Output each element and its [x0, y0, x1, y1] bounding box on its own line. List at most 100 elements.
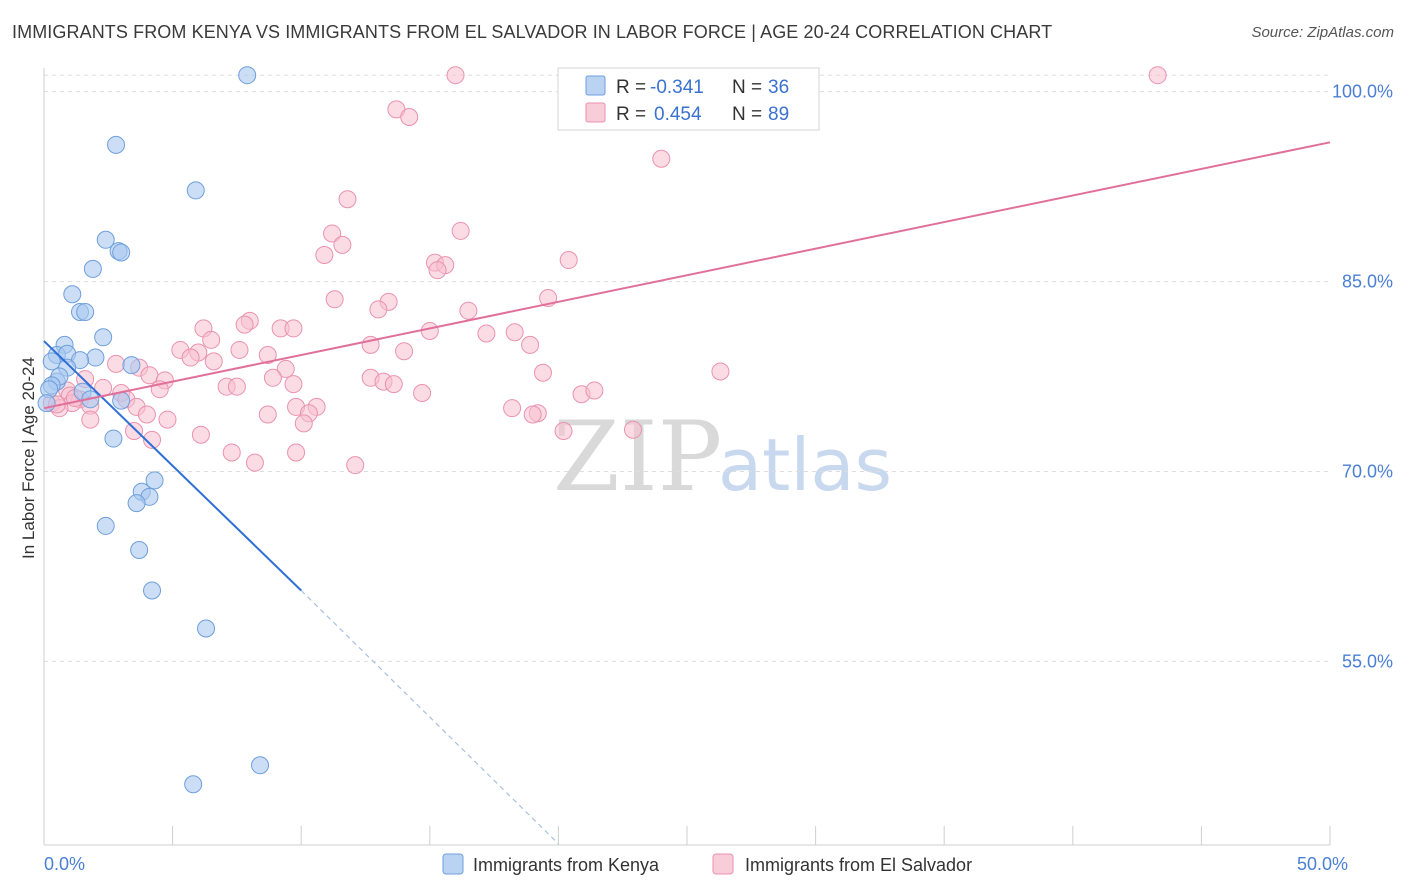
y-tick-label: 70.0% — [1342, 461, 1393, 481]
kenya-point — [112, 243, 131, 262]
salvador-point — [652, 149, 671, 168]
kenya-point — [83, 259, 102, 278]
kenya-point — [37, 394, 56, 413]
series-legend: Immigrants from Kenya Immigrants from El… — [442, 853, 972, 875]
salvador-point — [284, 375, 303, 394]
salvador-point — [158, 410, 177, 429]
legend-n-value-kenya: 36 — [768, 77, 789, 98]
salvador-point — [258, 405, 277, 424]
kenya-point — [127, 494, 146, 513]
salvador-point — [711, 362, 730, 381]
stats-legend: R = -0.341 N = 36 R = 0.454 N = 89 — [557, 67, 820, 131]
salvador-point — [202, 330, 221, 349]
salvador-point — [523, 405, 542, 424]
legend-n-label-salvador: N = — [732, 104, 762, 125]
salvador-point — [554, 421, 573, 440]
kenya-point — [86, 348, 105, 367]
salvador-trend-line — [43, 141, 1331, 410]
kenya-point — [122, 356, 141, 375]
kenya-point — [63, 285, 82, 304]
salvador-point — [333, 235, 352, 254]
legend-swatch-kenya — [585, 75, 606, 96]
salvador-point — [325, 290, 344, 309]
salvador-point — [107, 354, 126, 373]
salvador-point — [585, 381, 604, 400]
salvador-point — [315, 245, 334, 264]
kenya-point — [130, 540, 149, 559]
y-axis-label: In Labor Force | Age 20-24 — [19, 357, 38, 559]
chart-title: IMMIGRANTS FROM KENYA VS IMMIGRANTS FROM… — [12, 22, 1053, 42]
salvador-points — [42, 66, 1167, 475]
salvador-point — [477, 324, 496, 343]
salvador-point — [521, 335, 540, 354]
salvador-point — [346, 456, 365, 475]
salvador-point — [1148, 66, 1167, 85]
salvador-point — [204, 352, 223, 371]
y-tick-label: 100.0% — [1332, 82, 1393, 102]
kenya-point — [184, 775, 203, 794]
salvador-point — [125, 421, 144, 440]
kenya-point — [197, 619, 216, 638]
salvador-point — [235, 315, 254, 334]
salvador-point — [140, 366, 159, 385]
salvador-point — [230, 340, 249, 359]
kenya-point — [145, 471, 164, 490]
salvador-point — [420, 321, 439, 340]
salvador-point — [284, 319, 303, 338]
salvador-point — [181, 348, 200, 367]
salvador-point — [276, 359, 295, 378]
source-credit: Source: ZipAtlas.com — [1251, 24, 1394, 41]
y-tick-labels: 100.0% 85.0% 70.0% 55.0% — [1332, 82, 1393, 672]
legend-r-label-salvador: R = — [616, 104, 646, 125]
kenya-point — [96, 516, 115, 535]
salvador-point — [533, 363, 552, 382]
legend-r-value-kenya: -0.341 — [650, 77, 704, 98]
salvador-point — [446, 66, 465, 85]
salvador-point — [428, 261, 447, 280]
salvador-point — [369, 300, 388, 319]
x-tick-label: 0.0% — [44, 854, 85, 874]
kenya-point — [96, 230, 115, 249]
salvador-point — [323, 224, 342, 243]
salvador-point — [263, 368, 282, 387]
kenya-point — [104, 429, 123, 448]
kenya-trend-extension — [300, 590, 559, 845]
series-legend-swatch-salvador — [712, 853, 734, 875]
watermark-zip: ZIP — [553, 401, 722, 513]
legend-r-label-kenya: R = — [616, 77, 646, 98]
series-legend-swatch-kenya — [442, 853, 464, 875]
salvador-point — [503, 399, 522, 418]
salvador-point — [384, 375, 403, 394]
salvador-point — [258, 346, 277, 365]
salvador-point — [143, 430, 162, 449]
salvador-point — [400, 107, 419, 126]
salvador-point — [81, 410, 100, 429]
y-tick-label: 55.0% — [1342, 651, 1393, 671]
salvador-point — [395, 342, 414, 361]
trend-lines — [43, 141, 1331, 845]
kenya-point — [186, 181, 205, 200]
salvador-point — [227, 377, 246, 396]
salvador-point — [505, 323, 524, 342]
salvador-point — [451, 221, 470, 240]
kenya-point — [143, 581, 162, 600]
salvador-point — [338, 190, 357, 209]
series-legend-label-salvador: Immigrants from El Salvador — [745, 855, 972, 875]
legend-n-value-salvador: 89 — [768, 104, 789, 125]
kenya-point — [251, 756, 270, 775]
salvador-point — [191, 425, 210, 444]
y-tick-label: 85.0% — [1342, 272, 1393, 292]
legend-swatch-salvador — [585, 102, 606, 123]
salvador-point — [222, 443, 241, 462]
watermark-atlas: atlas — [718, 423, 892, 507]
salvador-point — [245, 453, 264, 472]
kenya-point — [76, 302, 95, 321]
salvador-point — [287, 443, 306, 462]
kenya-points — [37, 66, 270, 794]
salvador-point — [559, 251, 578, 270]
kenya-point — [107, 135, 126, 154]
salvador-point — [623, 420, 642, 439]
salvador-point — [413, 383, 432, 402]
kenya-point — [238, 66, 257, 85]
